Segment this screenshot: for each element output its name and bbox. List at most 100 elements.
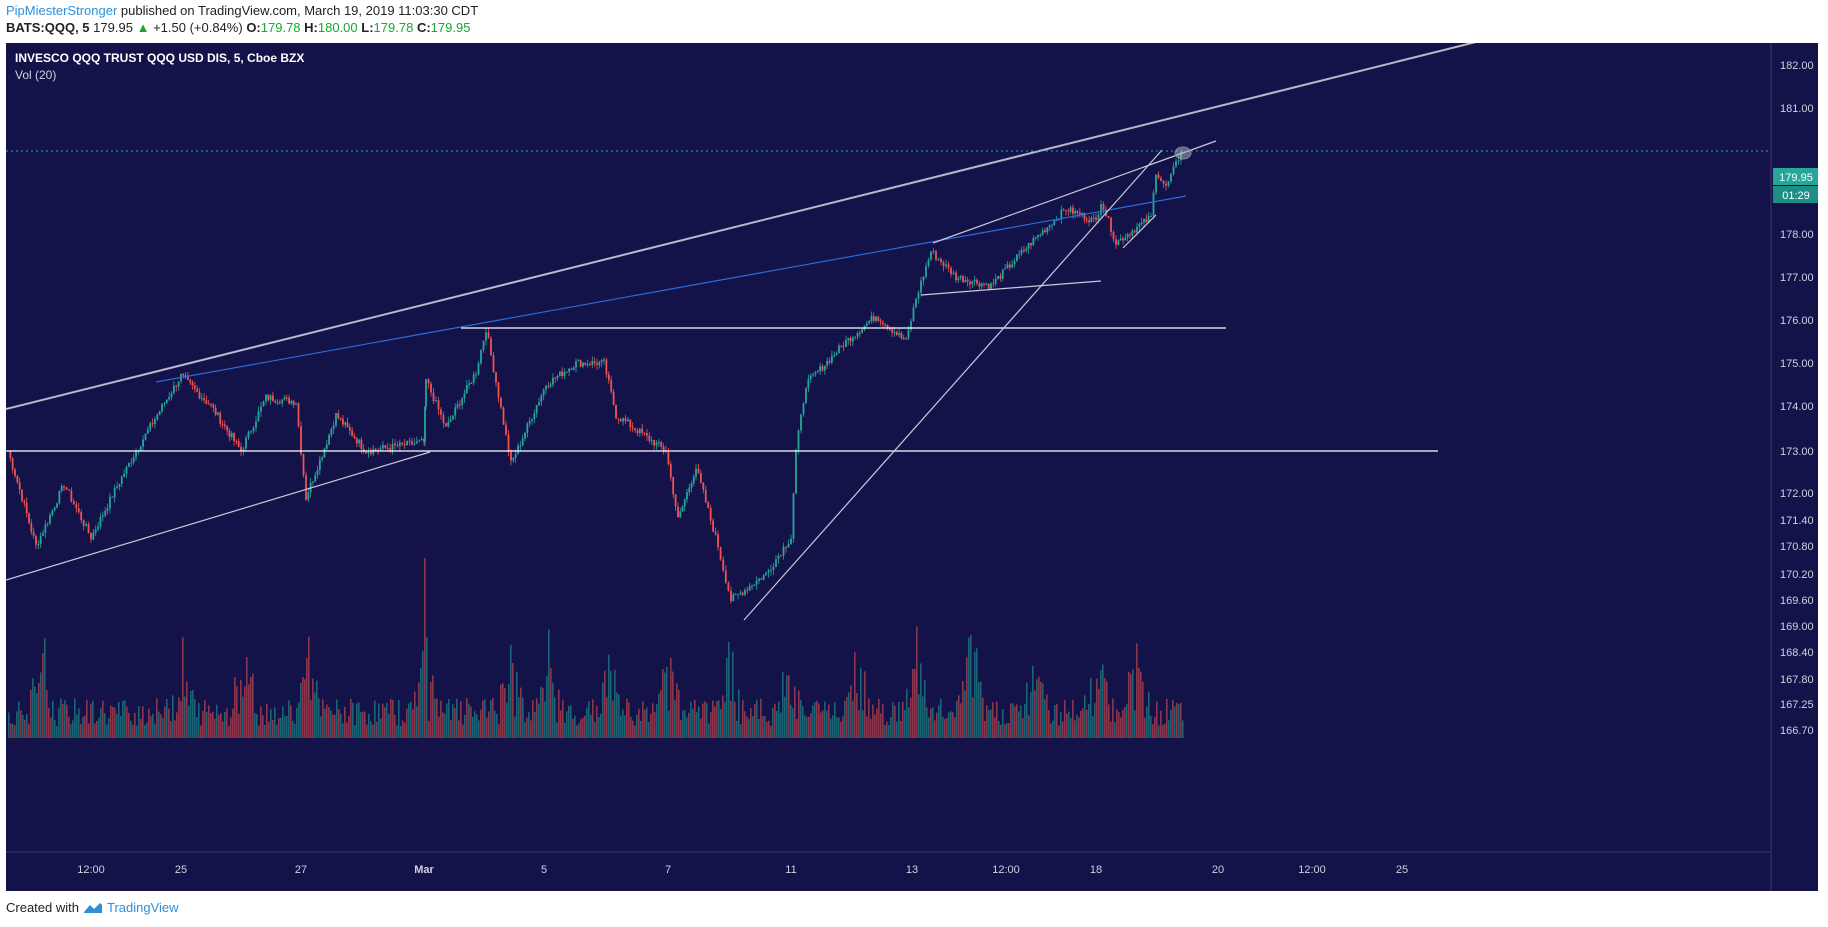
candle-body: [106, 508, 109, 511]
rising-support-line[interactable]: [743, 149, 1163, 621]
candle-body: [1065, 210, 1067, 212]
candle-body: [624, 418, 627, 422]
symbol-label: BATS:QQQ, 5: [6, 20, 90, 35]
volume-bar: [1080, 710, 1082, 738]
candle-body: [767, 570, 770, 573]
volume-bar: [640, 720, 642, 738]
volume-bar: [452, 704, 454, 738]
volume-bar: [900, 721, 902, 738]
volume-bar: [168, 708, 170, 738]
volume-bar: [928, 717, 930, 738]
volume-bar: [82, 717, 84, 738]
volume-bar: [566, 711, 568, 738]
candle-body: [905, 338, 907, 340]
candle-body: [845, 340, 847, 347]
volume-bar: [164, 706, 166, 738]
rising-channel-upper[interactable]: [932, 140, 1217, 244]
volume-bar: [972, 697, 974, 738]
candle-body: [75, 504, 78, 509]
candle-body: [472, 374, 475, 383]
candle-body: [760, 578, 763, 580]
candle-body: [226, 426, 229, 431]
volume-bar: [486, 717, 488, 738]
candle-body: [158, 411, 161, 415]
volume-bar: [532, 700, 534, 738]
candle-body: [556, 375, 559, 379]
chart-area[interactable]: INVESCO QQQ TRUST QQQ USD DIS, 5, Cboe B…: [6, 43, 1828, 893]
candle-body: [68, 489, 70, 491]
volume-bar: [32, 678, 34, 738]
candle-body: [741, 592, 744, 595]
upper-channel-line[interactable]: [6, 43, 1492, 410]
candle-body: [1048, 225, 1051, 228]
time-tick-label: 13: [906, 864, 918, 876]
candle-body: [207, 403, 210, 405]
volume-bar: [320, 716, 322, 738]
candle-body: [267, 394, 270, 400]
candle-body: [505, 424, 507, 435]
candle-body: [480, 349, 482, 364]
volume-bar: [758, 719, 760, 738]
candle-body: [570, 368, 573, 370]
candle-body: [300, 426, 302, 455]
volume-bar: [156, 698, 158, 738]
candle-body: [547, 385, 550, 387]
volume-bar: [894, 705, 896, 738]
volume-bar: [814, 702, 816, 738]
time-axis[interactable]: 12:00 25 27 Mar 5 7 11 13 12:00 18 20 12:00 25: [77, 864, 1408, 876]
volume-bar: [526, 717, 528, 738]
highlight-circle[interactable]: [1174, 146, 1192, 160]
candle-body: [120, 476, 123, 484]
candle-body: [1145, 218, 1148, 223]
candle-body: [1051, 225, 1053, 227]
volume-bar: [604, 670, 606, 738]
volume-bar: [488, 711, 490, 738]
countdown-value: 01:29: [1782, 190, 1810, 202]
price-axis[interactable]: 182.00181.00179.00178.00177.00176.00175.…: [1780, 60, 1814, 737]
candle-body: [191, 382, 194, 386]
candle-body: [603, 359, 605, 361]
volume-bar: [892, 702, 894, 738]
wedge-line[interactable]: [1122, 214, 1157, 249]
candle-body: [877, 316, 880, 321]
candle-body: [465, 385, 468, 394]
candle-body: [11, 458, 14, 470]
volume-bar: [150, 716, 152, 738]
volume-bar: [578, 723, 580, 738]
price-tick-label: 177.00: [1780, 272, 1814, 284]
author-link[interactable]: PipMiesterStronger: [6, 3, 118, 18]
volume-bar: [642, 701, 644, 738]
candle-body: [321, 457, 324, 460]
candle-body: [252, 427, 255, 432]
candle-body: [130, 462, 133, 464]
tradingview-link[interactable]: TradingView: [106, 900, 179, 915]
volume-bar: [802, 705, 804, 738]
volume-bar: [122, 700, 124, 738]
candle-body: [619, 419, 622, 422]
volume-bar: [548, 629, 550, 738]
volume-bar: [890, 716, 892, 738]
price-chart[interactable]: INVESCO QQQ TRUST QQQ USD DIS, 5, Cboe B…: [6, 43, 1818, 891]
blue-trendline[interactable]: [155, 195, 1187, 383]
volume-bar: [832, 715, 834, 738]
volume-bar: [878, 698, 880, 738]
volume-bar: [368, 713, 370, 738]
candle-body: [1060, 209, 1063, 220]
candle-body: [531, 419, 533, 421]
lower-trendline-left[interactable]: [6, 451, 431, 581]
volume-bar: [682, 710, 684, 738]
consolidation-base[interactable]: [920, 280, 1102, 296]
volume-bar: [430, 682, 432, 738]
candle-body: [994, 278, 997, 284]
volume-bar: [962, 681, 964, 738]
candle-body: [950, 267, 952, 275]
volume-bar: [76, 714, 78, 738]
volume-bar: [806, 717, 808, 738]
candle-body: [94, 529, 97, 533]
volume-bar: [474, 711, 476, 738]
volume-bar: [44, 638, 46, 738]
volume-bar: [462, 724, 464, 738]
candle-body: [447, 421, 450, 427]
candle-body: [92, 532, 95, 540]
candle-body: [646, 433, 648, 436]
